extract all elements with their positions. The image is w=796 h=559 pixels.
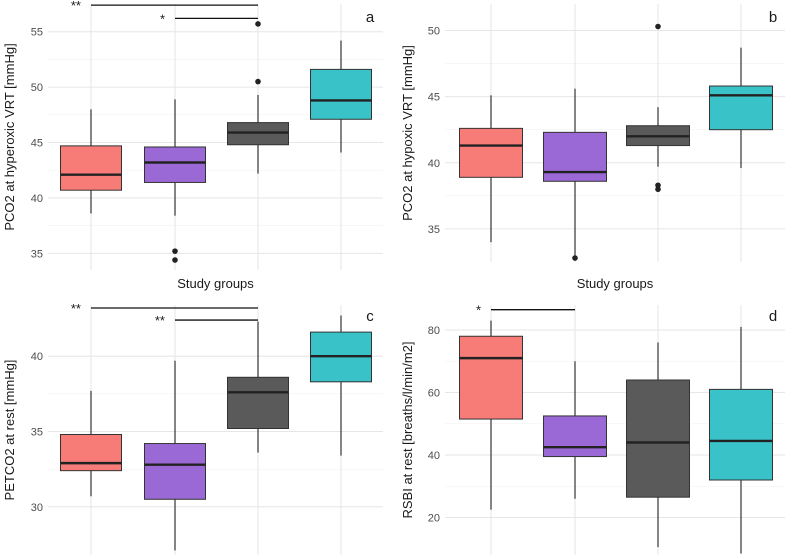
outlier-point — [572, 255, 578, 261]
box — [459, 127, 523, 178]
box-group-4 — [310, 315, 372, 456]
box-group-3 — [626, 342, 690, 548]
box — [626, 379, 690, 498]
x-axis-title: Study groups — [577, 276, 654, 291]
box — [459, 335, 523, 420]
box-group-2 — [543, 88, 607, 261]
box — [543, 415, 607, 458]
box-group-1 — [60, 390, 122, 497]
y-tick-label: 35 — [428, 224, 440, 236]
panel-b: 35 40 45 50 b PCO2 at hypoxic VRT [mmHg] Study… — [400, 4, 785, 291]
significance-label: ** — [155, 313, 165, 328]
y-axis-title: RSBI at rest [breaths/l/min/m2] — [400, 341, 415, 518]
x-axis-title: Study groups — [177, 276, 254, 291]
panel-label: a — [366, 9, 375, 26]
panel-c: 30 35 40 ** ** c PETCO2 at rest [mmHg] — [2, 301, 383, 555]
outlier-point — [655, 23, 661, 30]
outlier-point — [172, 248, 178, 254]
y-tick-label: 45 — [31, 138, 43, 150]
outlier-point — [655, 182, 661, 189]
panel-label: d — [769, 308, 777, 325]
box-group-2 — [144, 360, 206, 551]
box — [144, 443, 206, 500]
outlier-point — [255, 78, 261, 85]
outlier-point — [255, 21, 261, 27]
box — [709, 388, 773, 481]
significance-label: * — [476, 303, 481, 318]
y-tick-label: 60 — [428, 388, 440, 400]
y-tick-label: 40 — [31, 351, 43, 363]
y-tick-label: 45 — [428, 92, 440, 104]
y-tick-label: 80 — [428, 325, 440, 337]
panel-label: b — [769, 9, 777, 26]
box-group-4 — [709, 326, 773, 554]
y-tick-label: 35 — [31, 427, 43, 439]
box-group-1 — [459, 320, 523, 510]
box — [310, 68, 372, 120]
box-group-4 — [310, 40, 372, 153]
box-group-2 — [144, 99, 206, 263]
y-axis-title: PCO2 at hypoxic VRT [mmHg] — [400, 45, 415, 221]
outlier-point — [172, 257, 178, 263]
y-tick-label: 40 — [428, 158, 440, 170]
y-axis-title: PETCO2 at rest [mmHg] — [2, 360, 17, 501]
significance-label: ** — [71, 0, 81, 13]
significance-label: ** — [71, 301, 81, 316]
y-tick-label: 40 — [31, 193, 43, 205]
box — [144, 146, 206, 183]
panel-label: c — [366, 308, 374, 325]
y-tick-label: 20 — [428, 513, 440, 525]
box — [227, 376, 289, 429]
box-group-3 — [227, 321, 289, 453]
box — [543, 131, 607, 182]
box — [709, 85, 773, 131]
y-tick-label: 50 — [31, 82, 43, 94]
box-group-4 — [709, 47, 773, 169]
box-group-1 — [60, 109, 122, 214]
y-tick-label: 50 — [428, 25, 440, 37]
y-tick-label: 30 — [31, 502, 43, 514]
y-axis-title: PCO2 at hyperoxic VRT [mmHg] — [2, 43, 17, 230]
outlier-point — [655, 186, 661, 193]
box-group-1 — [459, 95, 523, 243]
box-group-3 — [626, 23, 690, 193]
y-tick-label: 55 — [31, 27, 43, 39]
box — [60, 145, 122, 191]
significance-label: * — [160, 11, 165, 26]
y-tick-label: 35 — [31, 248, 43, 260]
box-group-2 — [543, 361, 607, 499]
panel-d: 20 40 60 80 * d RSBI at rest [breaths/l/min/m2… — [400, 303, 785, 555]
y-tick-label: 40 — [428, 450, 440, 462]
box-group-3 — [227, 21, 289, 174]
box — [60, 434, 122, 472]
